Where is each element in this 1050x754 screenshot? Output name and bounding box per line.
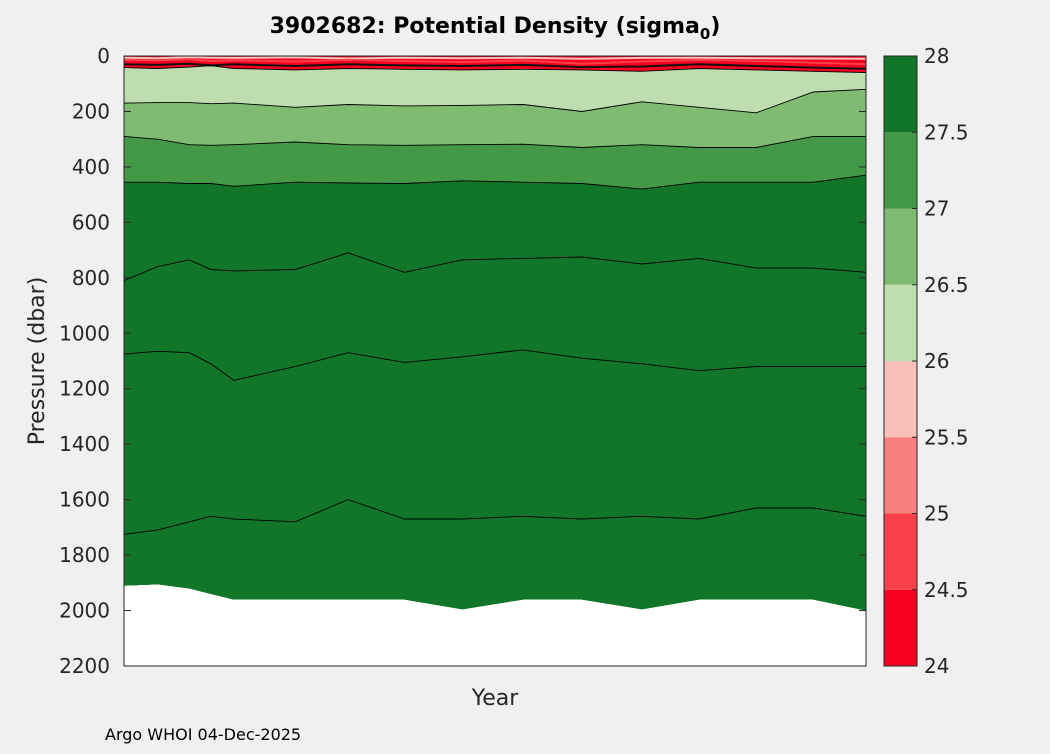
colorbar-tick-label: 24.5 <box>924 578 969 602</box>
colorbar-level-25-5 <box>884 361 917 438</box>
y-tick-label: 2000 <box>59 599 110 623</box>
y-tick-label: 0 <box>97 44 110 68</box>
y-tick-label: 1200 <box>59 377 110 401</box>
contour-line-27-5 <box>124 174 867 190</box>
y-tick-label: 400 <box>72 155 110 179</box>
y-tick-label: 600 <box>72 210 110 234</box>
y-tick-label: 1000 <box>59 321 110 345</box>
y-tick-label: 1400 <box>59 432 110 456</box>
surface-contour-2 <box>123 58 867 66</box>
colorbar-tick-label: 26.5 <box>924 273 969 297</box>
colorbar-tick-label: 26 <box>924 349 949 373</box>
y-tick-label: 1600 <box>59 488 110 512</box>
colorbar-level-27-5 <box>884 56 917 133</box>
contour-line-27-75 <box>123 252 867 282</box>
colorbar-tick-label: 25.5 <box>924 425 969 449</box>
y-tick-label: 200 <box>72 99 110 123</box>
contour-line-27-8 <box>123 349 866 381</box>
x-axis-label: Year <box>471 686 520 711</box>
colorbar-tick-label: 25 <box>924 502 949 526</box>
surface-contour-3 <box>123 62 867 70</box>
y-axis-label: Pressure (dbar) <box>25 277 50 446</box>
density-layer-27-85 <box>124 499 866 611</box>
footer-credit: Argo WHOI 04-Dec-2025 <box>105 725 302 744</box>
colorbar-level-24-5 <box>884 513 917 590</box>
colorbar-tick-label: 28 <box>924 44 949 68</box>
plot-axes-box <box>123 55 867 667</box>
colorbar-level-24 <box>884 589 917 666</box>
colorbar-tick-label: 27 <box>924 197 949 221</box>
colorbar-level-26 <box>884 284 917 361</box>
contour-line-26-5 <box>123 88 867 114</box>
y-tick-label: 1800 <box>59 543 110 567</box>
colorbar-level-26-5 <box>884 208 917 285</box>
contour-line-27-85 <box>123 499 867 535</box>
contour-line-26 <box>123 65 867 74</box>
colorbar-level-25 <box>884 437 917 514</box>
chart-title: 3902682: Potential Density (sigma0) <box>269 14 721 43</box>
surface-contour-1 <box>123 56 867 60</box>
colorbar-tick-label: 24 <box>924 654 949 678</box>
colorbar-level-27 <box>884 132 917 209</box>
colorbar-tick-label: 27.5 <box>924 120 969 144</box>
contour-line-27 <box>123 135 866 148</box>
y-tick-label: 2200 <box>59 654 110 678</box>
y-tick-label: 800 <box>72 266 110 290</box>
